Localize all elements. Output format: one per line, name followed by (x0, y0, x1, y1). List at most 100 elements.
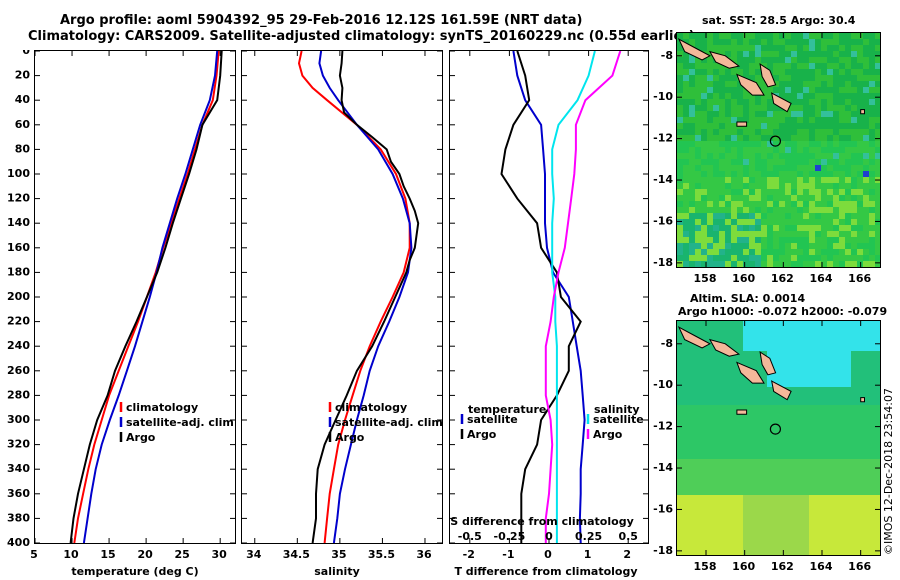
map-cell (863, 489, 869, 495)
map-cell (803, 75, 809, 81)
map-cell (851, 483, 857, 489)
map-cell (707, 471, 713, 477)
map-cell (725, 129, 731, 135)
map-cell (713, 87, 719, 93)
map-cell (761, 195, 767, 201)
map-cell (743, 195, 749, 201)
map-cell (857, 549, 863, 555)
map-cell (845, 507, 851, 513)
map-cell (737, 549, 743, 555)
map-cell (731, 357, 737, 363)
map-cell (833, 117, 839, 123)
map-cell (749, 435, 755, 441)
map-cell (707, 123, 713, 129)
map-cell (791, 57, 797, 63)
map-cell (743, 519, 749, 525)
map-cell (833, 207, 839, 213)
map-cell (761, 417, 767, 423)
map-cell (695, 465, 701, 471)
map-cell (689, 453, 695, 459)
map-cell (779, 333, 785, 339)
map-cell (761, 33, 767, 39)
map-cell (755, 549, 761, 555)
map-cell (803, 405, 809, 411)
map-cell (845, 477, 851, 483)
map-cell (743, 231, 749, 237)
map-cell (815, 549, 821, 555)
map-cell (803, 165, 809, 171)
map-cell (701, 189, 707, 195)
map-cell (737, 483, 743, 489)
map-cell (821, 231, 827, 237)
map-cell (725, 141, 731, 147)
map-cell (851, 225, 857, 231)
map-cell (749, 507, 755, 513)
map-cell (863, 75, 869, 81)
map-cell (695, 231, 701, 237)
map-cell (737, 207, 743, 213)
map-cell (851, 39, 857, 45)
map-cell (791, 471, 797, 477)
secondary-tick-label: 0.25 (575, 530, 602, 543)
map-cell (713, 381, 719, 387)
map-cell (875, 387, 880, 393)
map-cell (761, 183, 767, 189)
map-cell (815, 543, 821, 549)
map-cell (737, 249, 743, 255)
map-cell (725, 513, 731, 519)
map-cell (755, 249, 761, 255)
map-cell (749, 105, 755, 111)
map-cell (809, 339, 815, 345)
map-cell (833, 507, 839, 513)
map-cell (869, 231, 875, 237)
map-cell (719, 195, 725, 201)
map-cell (761, 87, 767, 93)
map-cell (815, 393, 821, 399)
map-cell (731, 171, 737, 177)
map-cell (863, 207, 869, 213)
map-cell (755, 471, 761, 477)
map-cell (761, 537, 767, 543)
map-cell (821, 321, 827, 327)
map-cell (749, 213, 755, 219)
map-cell (749, 537, 755, 543)
map-cell (791, 441, 797, 447)
map-cell (755, 45, 761, 51)
map-cell (761, 111, 767, 117)
map-cell (851, 411, 857, 417)
map-cell (773, 57, 779, 63)
map-cell (809, 99, 815, 105)
map-cell (695, 123, 701, 129)
map-cell (839, 63, 845, 69)
map-cell (851, 81, 857, 87)
map-cell (803, 483, 809, 489)
map-cell (695, 387, 701, 393)
map-cell (689, 177, 695, 183)
map-cell (845, 117, 851, 123)
map-cell (821, 381, 827, 387)
map-cell (713, 249, 719, 255)
map-cell (845, 189, 851, 195)
map-cell (743, 417, 749, 423)
map-cell (785, 57, 791, 63)
map-cell (707, 327, 713, 333)
map-cell (761, 213, 767, 219)
map-cell (785, 159, 791, 165)
map-cell (791, 351, 797, 357)
map-cell (737, 387, 743, 393)
map-cell (845, 165, 851, 171)
map-cell (677, 411, 683, 417)
map-cell (677, 441, 683, 447)
map-cell (749, 153, 755, 159)
map-cell (863, 501, 869, 507)
map-cell (821, 105, 827, 111)
map-cell (773, 543, 779, 549)
map-cell (785, 189, 791, 195)
map-cell (875, 33, 880, 39)
map-cell (827, 159, 833, 165)
map-cell (815, 51, 821, 57)
map-cell (815, 333, 821, 339)
map-cell (785, 237, 791, 243)
map-cell (707, 195, 713, 201)
map-cell (701, 201, 707, 207)
